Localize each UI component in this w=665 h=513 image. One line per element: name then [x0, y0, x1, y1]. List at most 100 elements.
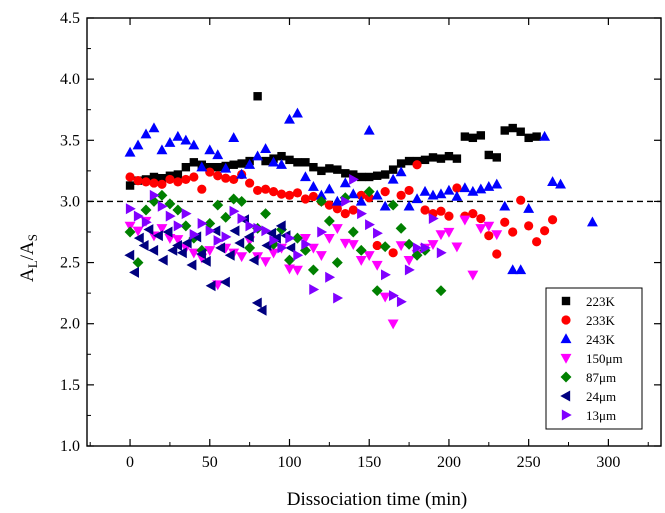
legend-label: 87μm [586, 370, 616, 385]
data-point [443, 184, 455, 195]
data-point [301, 238, 312, 250]
data-point [476, 131, 486, 140]
data-point [372, 240, 382, 251]
data-point [261, 225, 272, 237]
x-tick-label: 200 [437, 454, 461, 471]
data-point [357, 172, 366, 182]
data-point [292, 265, 303, 276]
y-tick-label: 1.0 [60, 438, 80, 455]
data-point [484, 231, 494, 241]
data-point [268, 156, 280, 167]
data-point [404, 156, 414, 166]
data-point [373, 227, 383, 239]
legend-label: 24μm [586, 389, 616, 404]
data-point [172, 235, 184, 246]
data-point [467, 270, 479, 281]
data-point [524, 133, 533, 143]
data-point [372, 171, 382, 180]
data-point [148, 122, 160, 133]
data-point [124, 249, 135, 261]
data-point [260, 208, 272, 220]
data-point [212, 149, 224, 160]
data-point [523, 203, 535, 213]
data-point [205, 280, 216, 292]
data-point [292, 107, 303, 118]
legend-marker [560, 333, 572, 344]
data-point [261, 239, 272, 251]
data-point [436, 154, 446, 163]
data-point [435, 188, 447, 199]
data-point [285, 155, 294, 165]
data-point [347, 226, 359, 238]
legend-marker [560, 353, 572, 364]
data-point [157, 173, 167, 183]
data-point [301, 158, 310, 167]
data-point [205, 167, 215, 177]
data-point [167, 244, 178, 256]
y-tick-label: 4.5 [60, 10, 80, 27]
data-point [524, 221, 534, 231]
data-point [380, 187, 390, 197]
data-point [260, 257, 272, 268]
data-point [196, 161, 208, 172]
data-point [341, 169, 350, 178]
data-point [141, 177, 151, 187]
data-point [483, 221, 495, 232]
legend-label: 243K [586, 332, 616, 347]
data-point [293, 158, 302, 167]
data-point [404, 264, 415, 276]
data-point [157, 254, 168, 266]
data-point [141, 216, 152, 228]
data-point [371, 189, 383, 200]
legend-item: 223K [561, 294, 616, 309]
data-point [266, 227, 277, 239]
data-point [315, 251, 327, 261]
data-point [285, 232, 296, 244]
data-point [339, 177, 351, 188]
data-point [197, 217, 208, 229]
data-point [284, 264, 295, 275]
legend-marker [560, 390, 571, 402]
data-point [331, 257, 343, 269]
data-point [181, 174, 191, 185]
data-point [219, 276, 230, 288]
data-point [125, 172, 135, 182]
data-point [165, 210, 176, 222]
data-point [261, 156, 270, 166]
data-point [140, 128, 152, 139]
x-tick-label: 0 [126, 454, 134, 471]
data-point [300, 194, 311, 204]
data-point [388, 248, 398, 258]
data-point [157, 179, 167, 189]
data-point [124, 146, 136, 157]
data-point [452, 154, 462, 163]
x-tick-label: 100 [277, 454, 301, 471]
data-point [331, 195, 343, 206]
legend-marker [561, 315, 571, 325]
data-point [196, 244, 208, 256]
x-tick-label: 250 [517, 454, 541, 471]
data-point [172, 239, 183, 251]
data-point [459, 215, 471, 226]
data-point [197, 184, 207, 194]
data-point [539, 130, 551, 141]
legend-label: 233K [586, 313, 616, 328]
data-point [275, 220, 286, 232]
data-point [253, 222, 264, 234]
data-point [221, 173, 231, 183]
data-point [188, 139, 200, 150]
data-point [180, 134, 192, 145]
data-point [268, 248, 280, 259]
data-point [251, 297, 262, 309]
data-point [181, 237, 192, 249]
data-point [285, 242, 296, 254]
data-point [140, 204, 152, 216]
data-point [363, 186, 375, 198]
data-point [284, 254, 295, 266]
data-point [540, 226, 550, 236]
data-point [396, 159, 406, 168]
data-point [292, 188, 303, 198]
data-point [188, 248, 200, 259]
data-point [173, 170, 183, 179]
data-point [387, 173, 399, 184]
